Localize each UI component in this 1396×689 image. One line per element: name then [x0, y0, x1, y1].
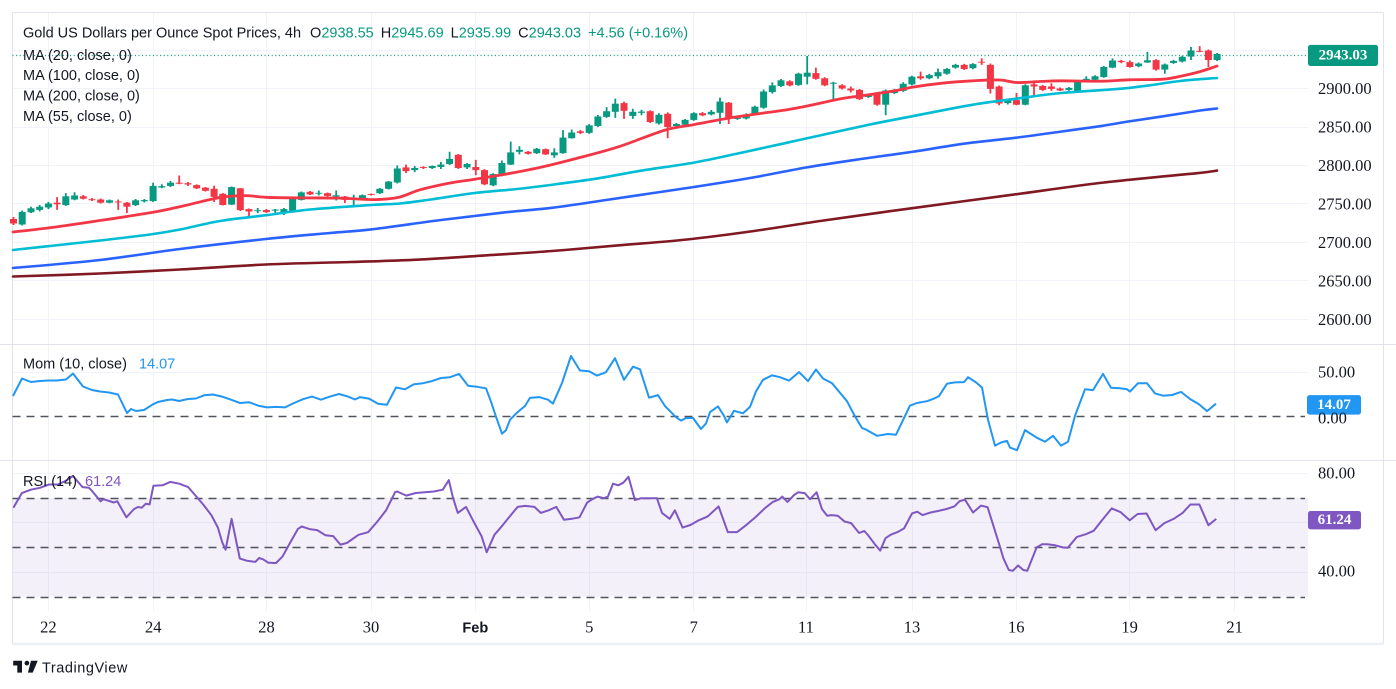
svg-text:2750.00: 2750.00	[1318, 195, 1372, 214]
svg-text:11: 11	[798, 618, 814, 637]
svg-text:21: 21	[1226, 618, 1243, 637]
svg-text:2900.00: 2900.00	[1318, 79, 1372, 98]
svg-text:MA (55, close, 0): MA (55, close, 0)	[23, 109, 132, 125]
svg-text:19: 19	[1121, 618, 1138, 637]
svg-text:TradingView: TradingView	[42, 660, 128, 676]
svg-text:30: 30	[363, 618, 380, 637]
svg-text:5: 5	[585, 618, 593, 637]
svg-text:28: 28	[258, 618, 275, 637]
svg-text:24: 24	[145, 618, 162, 637]
svg-text:50.00: 50.00	[1318, 363, 1355, 382]
svg-text:Gold US Dollars per Ounce Spot: Gold US Dollars per Ounce Spot Prices, 4…	[23, 26, 688, 42]
svg-text:2600.00: 2600.00	[1318, 310, 1372, 329]
svg-text:RSI (14)61.24: RSI (14) 61.24	[23, 474, 121, 490]
svg-text:MA (200, close, 0): MA (200, close, 0)	[23, 88, 140, 104]
svg-text:2800.00: 2800.00	[1318, 156, 1372, 175]
svg-text:2700.00: 2700.00	[1318, 233, 1372, 252]
svg-text:40.00: 40.00	[1318, 562, 1355, 581]
svg-text:Mom (10, close)14.07: Mom (10, close) 14.07	[23, 357, 175, 373]
svg-text:16: 16	[1008, 618, 1025, 637]
svg-text:61.24: 61.24	[1318, 512, 1352, 528]
svg-text:13: 13	[904, 618, 921, 637]
svg-text:2943.03: 2943.03	[1319, 47, 1368, 63]
svg-text:Feb: Feb	[462, 621, 488, 637]
svg-text:MA (100, close, 0): MA (100, close, 0)	[23, 68, 140, 84]
svg-text:7: 7	[690, 618, 698, 637]
svg-text:0.00: 0.00	[1318, 409, 1347, 428]
svg-text:14.07: 14.07	[1317, 397, 1351, 413]
svg-text:80.00: 80.00	[1318, 463, 1355, 482]
svg-text:2650.00: 2650.00	[1318, 271, 1372, 290]
svg-text:2850.00: 2850.00	[1318, 118, 1372, 137]
svg-text:22: 22	[40, 618, 57, 637]
svg-text:MA (20, close, 0): MA (20, close, 0)	[23, 48, 132, 64]
